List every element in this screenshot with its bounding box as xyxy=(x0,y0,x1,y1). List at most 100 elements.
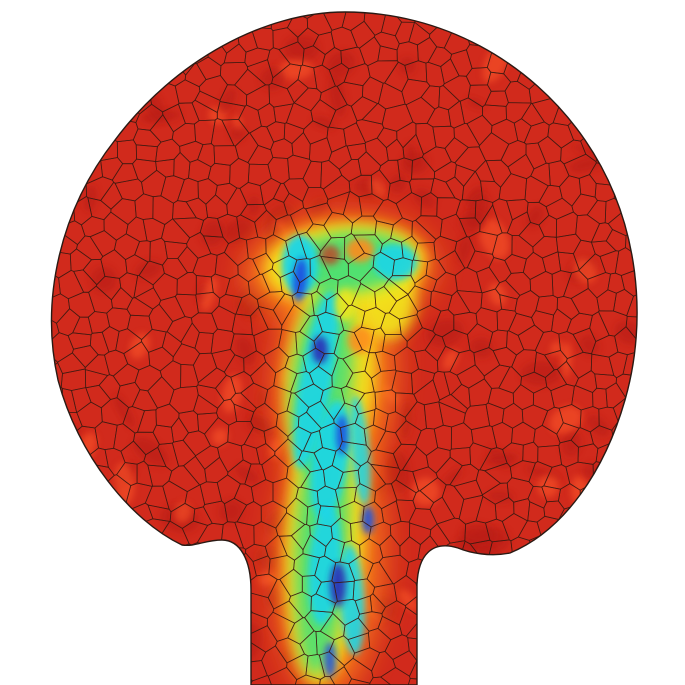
mesh-cell xyxy=(51,21,56,50)
mesh-cell xyxy=(51,495,57,519)
mesh-cell xyxy=(633,592,638,622)
mesh-cell xyxy=(447,556,471,584)
dark-spot xyxy=(284,35,320,62)
dark-spot xyxy=(244,300,265,319)
mesh-cell xyxy=(546,12,568,26)
mesh-cell xyxy=(51,372,58,395)
plume-inclusion xyxy=(320,245,340,265)
mesh-cell xyxy=(76,12,96,32)
mesh-cell xyxy=(554,84,579,108)
mesh-cell xyxy=(51,516,53,541)
mesh-cell xyxy=(569,613,599,636)
mesh-cell xyxy=(544,581,569,608)
plume-inclusion xyxy=(348,326,372,354)
dark-spot xyxy=(104,538,125,556)
mesh-cell xyxy=(594,666,616,685)
mesh-cell xyxy=(576,104,600,130)
mesh-cell xyxy=(579,512,605,543)
dark-spot xyxy=(77,587,100,613)
hot-spot xyxy=(269,438,284,459)
mesh-cell xyxy=(640,278,664,303)
hot-spot xyxy=(51,96,66,113)
mesh-cell xyxy=(126,12,152,34)
mesh-cell xyxy=(541,0,568,11)
mesh-cell xyxy=(67,135,91,161)
mesh-cell xyxy=(606,499,630,520)
dark-spot xyxy=(385,450,410,493)
dark-spot xyxy=(230,126,245,142)
mesh-cell xyxy=(51,43,73,71)
mesh-cell xyxy=(157,557,182,578)
dark-spot xyxy=(51,611,78,621)
mesh-cell xyxy=(188,667,222,685)
mesh-cell xyxy=(153,673,181,685)
mesh-cell xyxy=(642,418,665,444)
mesh-cell xyxy=(60,465,80,493)
mesh-cell xyxy=(604,540,634,564)
mesh-cell xyxy=(500,23,528,53)
mesh-cell xyxy=(318,676,340,685)
mesh-cell xyxy=(163,590,189,615)
mesh-cell xyxy=(462,12,489,16)
mesh-cell xyxy=(98,589,125,616)
mesh-cell xyxy=(84,12,110,28)
mesh-cell xyxy=(468,634,493,655)
hot-spot xyxy=(233,12,249,28)
plume-blue xyxy=(292,258,308,302)
hot-spot xyxy=(214,592,231,617)
dark-spot xyxy=(608,146,633,179)
mesh-cell xyxy=(537,47,557,78)
mesh-cell xyxy=(648,524,670,553)
mesh-cell xyxy=(653,442,672,465)
dark-spot xyxy=(235,465,259,484)
dark-spot xyxy=(312,116,336,130)
mesh-cell xyxy=(51,407,70,427)
mesh-cell xyxy=(441,632,470,660)
hot-spot xyxy=(154,664,171,677)
mesh-cell xyxy=(71,45,96,69)
plume-blue xyxy=(336,415,348,455)
mesh-cell xyxy=(51,178,68,205)
mesh-cell xyxy=(570,46,594,73)
mesh-cell xyxy=(640,384,667,406)
mesh-cell xyxy=(25,629,47,656)
mesh-cell xyxy=(51,252,53,278)
mesh-cell xyxy=(208,635,238,659)
mesh-cell xyxy=(630,677,638,685)
mesh-cell xyxy=(89,86,118,112)
mesh-cell xyxy=(70,65,90,89)
mesh-cell xyxy=(193,610,219,643)
mesh-cell xyxy=(454,571,483,598)
mesh-cell xyxy=(642,356,662,376)
mesh-cell xyxy=(645,7,669,36)
mesh-cell xyxy=(543,70,570,96)
mesh-cell xyxy=(637,369,638,390)
mesh-cell xyxy=(423,597,447,626)
mesh-cell xyxy=(209,572,229,598)
mesh-cell xyxy=(473,653,495,679)
mesh-cell xyxy=(271,12,299,15)
dark-spot xyxy=(456,235,473,264)
mesh-cell xyxy=(506,564,529,596)
mesh-cell xyxy=(514,668,543,685)
dark-spot xyxy=(579,335,600,356)
mesh-cell xyxy=(27,407,50,429)
hot-spot xyxy=(488,282,507,306)
mesh-cell xyxy=(158,636,181,660)
mesh-cell xyxy=(589,617,607,636)
mesh-cell xyxy=(486,598,510,627)
mesh-cell xyxy=(596,632,616,652)
mesh-cell xyxy=(583,541,607,571)
mesh-cell xyxy=(151,44,177,71)
mesh-cell xyxy=(543,21,566,50)
mesh-cell xyxy=(614,631,638,659)
mesh-cell xyxy=(512,637,541,664)
mesh-cell xyxy=(51,675,71,685)
mesh-cell xyxy=(61,522,84,548)
mesh-cell xyxy=(88,557,110,581)
mesh-cell xyxy=(102,12,128,19)
mesh-cell xyxy=(127,607,150,637)
hot-spot xyxy=(94,534,119,558)
